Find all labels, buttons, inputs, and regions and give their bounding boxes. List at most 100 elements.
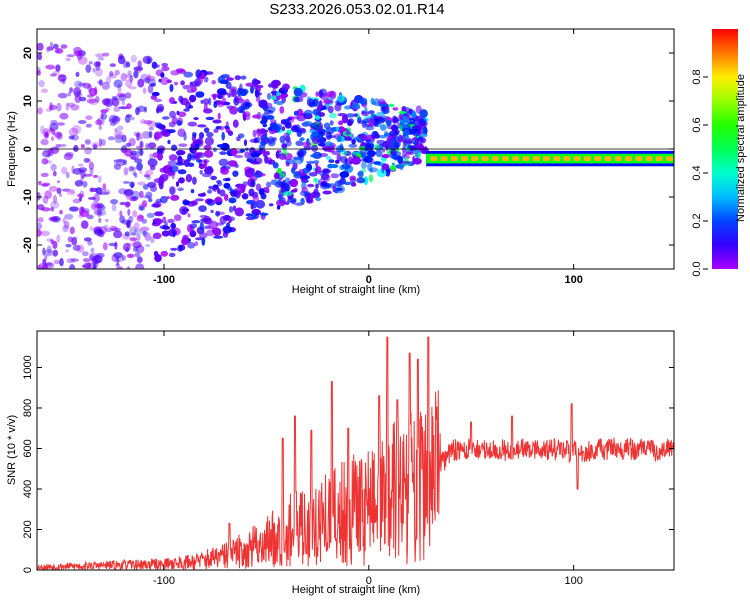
heatmap-cell [105,272,113,279]
heatmap-cell [132,171,137,177]
heatmap-cell [99,191,110,195]
heatmap-cell [227,130,234,136]
heatmap-cell [78,163,84,167]
heatmap-cell [97,57,105,61]
heatmap-cell [367,150,376,158]
tone-peak-cell [501,156,510,161]
heatmap-cell [40,273,45,281]
heatmap-cell [48,185,58,192]
heatmap-cell [302,167,310,174]
heatmap-cell [87,240,93,246]
heatmap-cell [149,153,154,160]
heatmap-cell [346,130,351,136]
heatmap-cell [396,121,400,129]
heatmap-cell [187,242,196,249]
heatmap-cell [38,263,47,269]
heatmap-cell [126,253,135,258]
heatmap-cell [73,50,83,57]
heatmap-cell [277,167,282,175]
heatmap-cell [313,124,322,131]
heatmap-cell [193,117,199,121]
heatmap-cell [161,131,170,137]
heatmap-cell [204,136,214,146]
heatmap-cell [197,75,203,85]
heatmap-cell [57,92,68,99]
heatmap-cell [86,276,95,284]
heatmap-cell [290,125,300,133]
heatmap-cell [302,150,307,155]
heatmap-cell [294,96,304,103]
heatmap-cell [309,192,314,201]
heatmap-cell [167,160,178,166]
heatmap-cell [75,280,80,284]
heatmap-cell [390,149,397,156]
heatmap-cell [84,146,92,155]
heatmap-cell [170,247,178,251]
heatmap-cell [79,196,82,202]
heatmap-cell [84,139,91,145]
heatmap-cell [284,177,291,183]
heatmap-cell [53,132,63,137]
heatmap-cell [126,242,132,247]
heatmap-cell [187,121,198,127]
heatmap-cell [283,191,293,196]
heatmap-cell [180,80,185,86]
heatmap-cell [177,128,186,137]
snr-xtick-label: 100 [564,575,582,587]
heatmap-cell [39,294,47,300]
heatmap-cell [322,190,332,195]
heatmap-cell [172,231,176,238]
spectrogram-xtick-label: 100 [564,274,582,286]
heatmap-cell [127,208,131,216]
heatmap-cell [304,109,313,116]
heatmap-cell [121,255,126,261]
heatmap-cell [43,277,51,285]
heatmap-cell [337,94,345,103]
heatmap-cell [259,212,269,216]
heatmap-cell [50,163,57,172]
heatmap-cell [278,153,287,160]
heatmap-cell [316,105,322,111]
heatmap-cell [252,194,259,203]
heatmap-cell [49,279,54,283]
heatmap-cell [140,230,148,235]
heatmap-cell [48,295,56,302]
tone-peak-cell [665,156,673,161]
heatmap-cell [330,173,339,179]
spectrogram-heatmap [37,42,674,302]
heatmap-cell [65,243,72,248]
heatmap-cell [318,112,326,117]
heatmap-cell [56,284,64,288]
heatmap-cell [113,271,123,279]
heatmap-cell [56,234,61,243]
heatmap-cell [100,109,108,114]
heatmap-cell [114,130,124,140]
heatmap-cell [212,93,217,101]
heatmap-cell [116,257,120,266]
heatmap-cell [234,207,244,217]
heatmap-cell [281,126,286,132]
heatmap-cell [96,208,102,218]
heatmap-cell [125,201,131,207]
heatmap-cell [241,193,249,200]
heatmap-cell [63,153,73,161]
heatmap-cell [221,131,225,141]
heatmap-cell [388,103,395,108]
heatmap-cell [266,115,275,120]
heatmap-cell [351,138,356,145]
heatmap-cell [313,188,319,196]
heatmap-cell [273,172,280,180]
heatmap-cell [194,152,201,161]
heatmap-cell [399,115,404,120]
heatmap-cell [259,128,266,135]
heatmap-cell [59,209,63,215]
heatmap-cell [243,139,248,147]
heatmap-cell [113,106,121,113]
heatmap-cell [131,166,138,171]
colorbar-tick-label: 0.8 [691,69,703,84]
heatmap-cell [133,67,144,72]
heatmap-cell [185,174,193,183]
heatmap-cell [232,170,239,177]
heatmap-cell [177,244,183,252]
heatmap-cell [291,116,300,120]
